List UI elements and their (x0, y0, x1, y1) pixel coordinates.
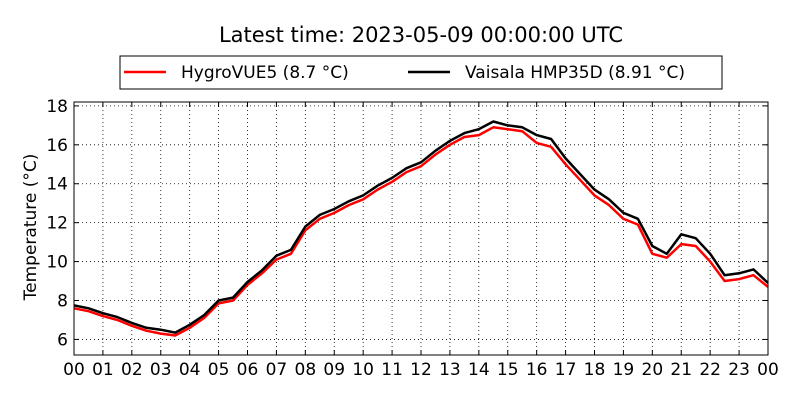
y-axis-label: Temperature (°C) (21, 154, 41, 302)
x-tick-label: 00 (757, 360, 779, 380)
x-tick-label: 23 (728, 360, 750, 380)
x-tick-label: 14 (468, 360, 490, 380)
y-tick-label: 16 (46, 136, 68, 156)
x-tick-label: 20 (642, 360, 664, 380)
x-tick-label: 13 (439, 360, 461, 380)
legend: HygroVUE5 (8.7 °C) Vaisala HMP35D (8.91 … (119, 55, 723, 90)
x-tick-label: 12 (410, 360, 432, 380)
x-tick-label: 21 (670, 360, 692, 380)
x-tick-label: 08 (295, 360, 317, 380)
y-tick-label: 18 (46, 97, 68, 117)
y-tick-label: 6 (57, 330, 68, 350)
x-tick-label: 22 (699, 360, 721, 380)
series-line-hygrovue5 (73, 126, 769, 337)
series-line-vaisala (73, 120, 769, 334)
axis-ticks (73, 102, 769, 355)
x-tick-label: 11 (381, 360, 403, 380)
x-tick-label: 06 (237, 360, 259, 380)
x-tick-label: 15 (497, 360, 519, 380)
y-tick-label: 12 (46, 214, 68, 234)
x-tick-label: 10 (352, 360, 374, 380)
x-tick-label: 16 (526, 360, 548, 380)
y-tick-label: 10 (46, 253, 68, 273)
x-tick-label: 03 (150, 360, 172, 380)
x-tick-label: 17 (555, 360, 577, 380)
plot-frame (73, 101, 769, 356)
x-tick-label: 04 (179, 360, 201, 380)
legend-label-hygrovue5: HygroVUE5 (8.7 °C) (181, 63, 349, 83)
series-layer (73, 120, 769, 337)
grid (74, 102, 768, 355)
x-tick-label: 07 (266, 360, 288, 380)
tick-labels: 00 01 02 03 04 05 06 07 08 09 10 11 12 13 14 15 16 17 18 19… (46, 97, 778, 380)
x-tick-label: 09 (323, 360, 345, 380)
chart-title: Latest time: 2023-05-09 00:00:00 UTC (219, 23, 623, 47)
x-tick-label: 18 (584, 360, 606, 380)
x-tick-label: 02 (121, 360, 143, 380)
x-tick-label: 01 (92, 360, 114, 380)
y-tick-label: 14 (46, 175, 68, 195)
x-tick-label: 05 (208, 360, 230, 380)
legend-label-vaisala: Vaisala HMP35D (8.91 °C) (465, 63, 685, 83)
x-tick-label: 00 (63, 360, 85, 380)
y-tick-label: 8 (57, 292, 68, 312)
x-tick-label: 19 (613, 360, 635, 380)
